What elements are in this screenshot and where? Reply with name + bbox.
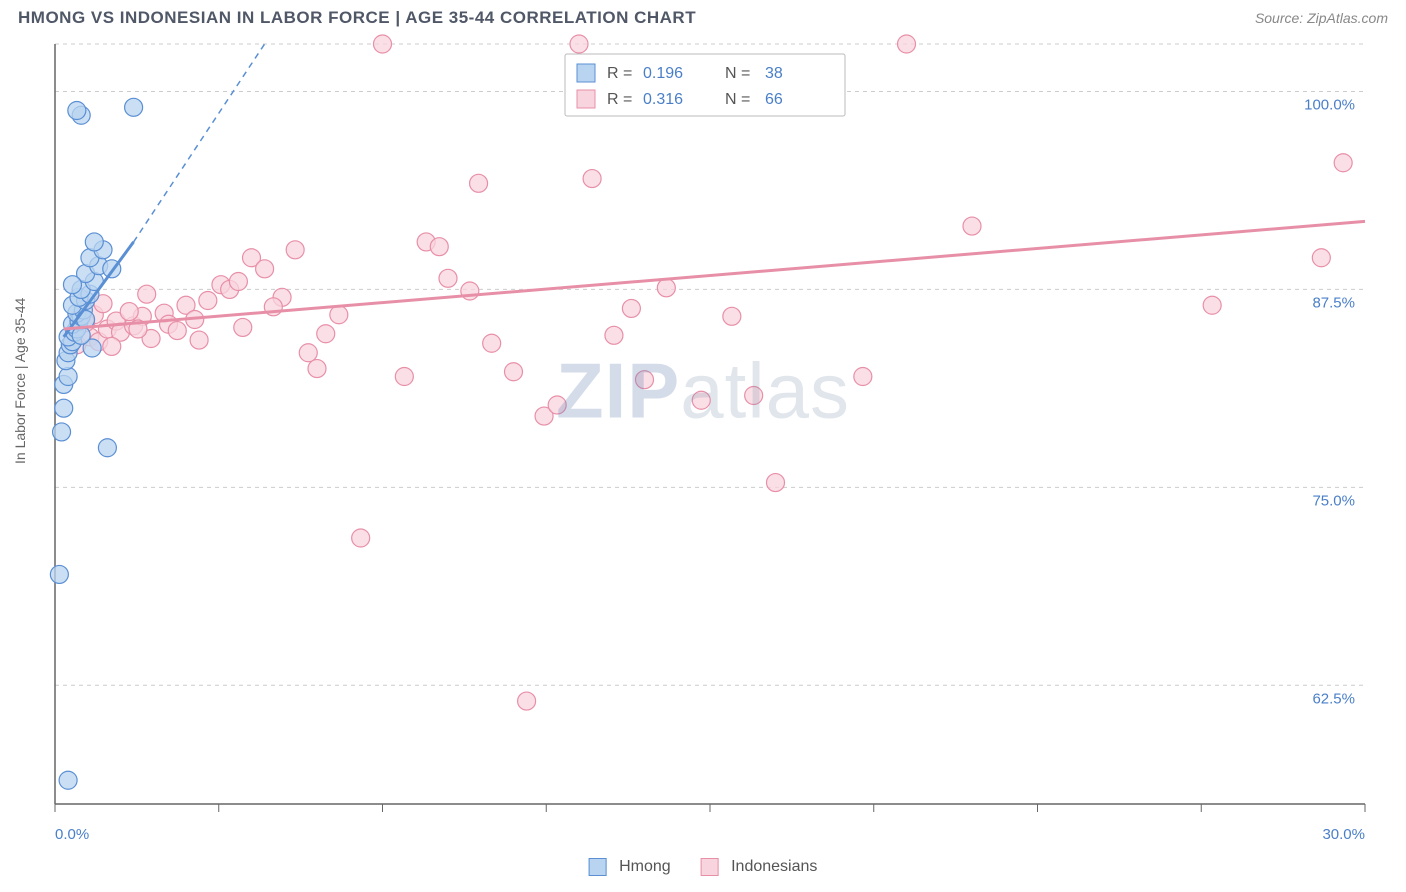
swatch-indonesians (701, 858, 719, 876)
svg-text:N =: N = (725, 65, 750, 82)
chart-title: HMONG VS INDONESIAN IN LABOR FORCE | AGE… (18, 8, 696, 28)
svg-text:30.0%: 30.0% (1322, 826, 1365, 843)
svg-text:38: 38 (765, 65, 783, 82)
svg-text:66: 66 (765, 91, 783, 108)
svg-text:75.0%: 75.0% (1312, 492, 1355, 509)
svg-text:In Labor Force | Age 35-44: In Labor Force | Age 35-44 (12, 297, 28, 464)
title-bar: HMONG VS INDONESIAN IN LABOR FORCE | AGE… (0, 0, 1406, 34)
source-label: Source: ZipAtlas.com (1255, 10, 1388, 26)
scatter-chart: 62.5% 75.0% 87.5% 100.0% 0.0% 30.0% In Labor F… (0, 34, 1406, 844)
svg-text:100.0%: 100.0% (1304, 97, 1355, 114)
svg-text:R =: R = (607, 91, 632, 108)
legend-item-hmong: Hmong (589, 858, 671, 876)
legend-label-hmong: Hmong (619, 858, 671, 875)
bottom-legend: Hmong Indonesians (589, 858, 818, 876)
chart-area: 62.5% 75.0% 87.5% 100.0% 0.0% 30.0% In Labor F… (0, 34, 1406, 884)
svg-text:0.196: 0.196 (643, 65, 683, 82)
swatch-hmong (589, 858, 607, 876)
svg-text:N =: N = (725, 91, 750, 108)
svg-text:0.316: 0.316 (643, 91, 683, 108)
svg-text:62.5%: 62.5% (1312, 690, 1355, 707)
svg-text:0.0%: 0.0% (55, 826, 89, 843)
svg-text:87.5%: 87.5% (1312, 294, 1355, 311)
legend-item-indonesians: Indonesians (701, 858, 818, 876)
legend-label-indonesians: Indonesians (731, 858, 817, 875)
svg-text:R =: R = (607, 65, 632, 82)
